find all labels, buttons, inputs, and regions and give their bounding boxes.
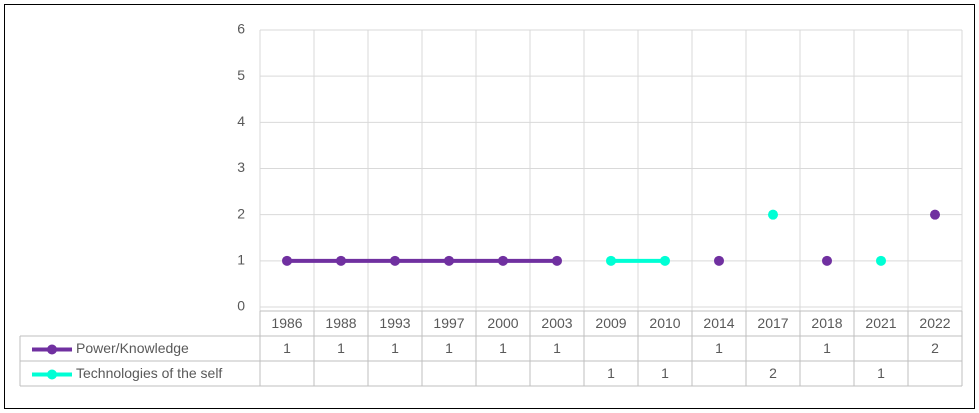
x-tick-label: 2009 xyxy=(595,315,626,331)
data-point xyxy=(390,255,400,266)
data-point xyxy=(822,255,832,266)
x-tick-label: 2022 xyxy=(919,315,950,331)
table-value: 1 xyxy=(877,365,885,381)
y-tick-label: 1 xyxy=(237,252,245,268)
x-tick-label: 1993 xyxy=(379,315,410,331)
table-value: 1 xyxy=(553,340,561,356)
data-point xyxy=(930,209,940,220)
x-tick-label: 1988 xyxy=(325,315,356,331)
table-value: 1 xyxy=(283,340,291,356)
x-tick-label: 2018 xyxy=(811,315,842,331)
y-tick-label: 5 xyxy=(237,67,245,83)
legend-marker xyxy=(47,369,57,380)
data-point xyxy=(606,255,616,266)
legend-label: Technologies of the self xyxy=(76,365,222,381)
x-tick-label: 1986 xyxy=(271,315,302,331)
table-value: 1 xyxy=(445,340,453,356)
data-point xyxy=(552,255,562,266)
table-value: 1 xyxy=(391,340,399,356)
y-tick-label: 4 xyxy=(237,113,245,129)
y-tick-label: 0 xyxy=(237,298,245,314)
data-point xyxy=(336,255,346,266)
chart-border xyxy=(4,4,975,409)
x-tick-label: 1997 xyxy=(433,315,464,331)
table-value: 1 xyxy=(823,340,831,356)
table-value: 1 xyxy=(715,340,723,356)
table-value: 1 xyxy=(499,340,507,356)
data-point xyxy=(498,255,508,266)
table-value: 2 xyxy=(931,340,939,356)
data-point xyxy=(660,255,670,266)
data-point xyxy=(876,255,886,266)
data-point xyxy=(282,255,292,266)
legend-label: Power/Knowledge xyxy=(76,340,189,356)
x-tick-label: 2010 xyxy=(649,315,680,331)
y-tick-label: 3 xyxy=(237,159,245,175)
data-point xyxy=(444,255,454,266)
data-point xyxy=(714,255,724,266)
legend-marker xyxy=(47,344,57,355)
x-tick-label: 2014 xyxy=(703,315,734,331)
y-tick-label: 2 xyxy=(237,205,245,221)
x-tick-label: 2003 xyxy=(541,315,572,331)
table-value: 1 xyxy=(337,340,345,356)
x-tick-label: 2021 xyxy=(865,315,896,331)
table-value: 1 xyxy=(607,365,615,381)
data-point xyxy=(768,209,778,220)
table-value: 2 xyxy=(769,365,777,381)
y-tick-label: 6 xyxy=(237,21,245,37)
table-value: 1 xyxy=(661,365,669,381)
x-tick-label: 2017 xyxy=(757,315,788,331)
x-tick-label: 2000 xyxy=(487,315,518,331)
